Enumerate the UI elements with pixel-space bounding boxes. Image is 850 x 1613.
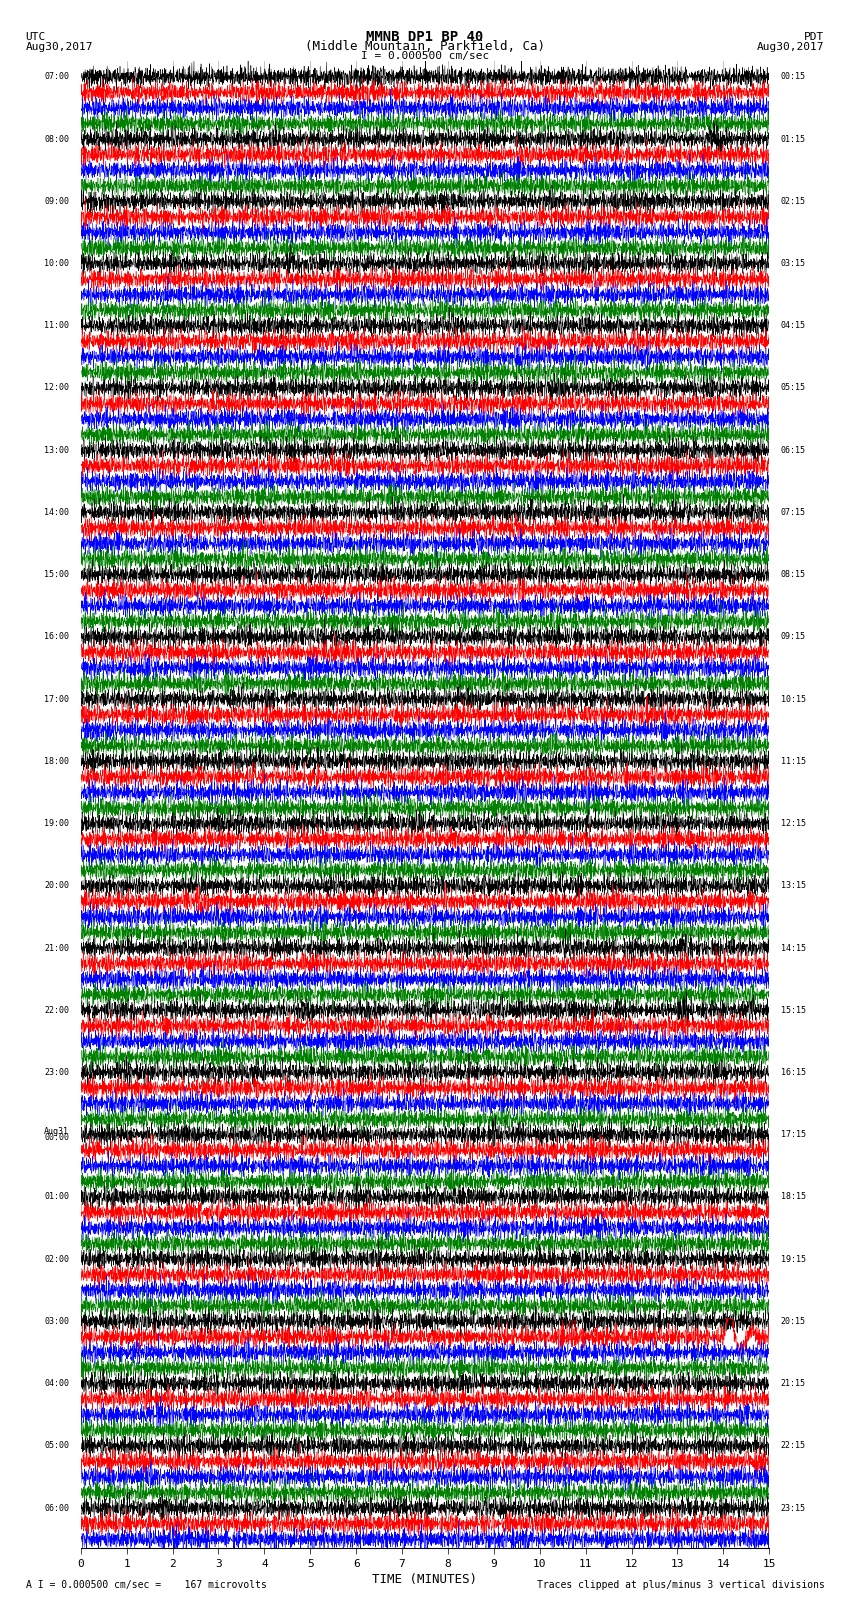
Text: A I = 0.000500 cm/sec =    167 microvolts: A I = 0.000500 cm/sec = 167 microvolts: [26, 1581, 266, 1590]
Text: 17:00: 17:00: [44, 695, 70, 703]
Text: 06:00: 06:00: [44, 1503, 70, 1513]
Text: Aug30,2017: Aug30,2017: [26, 42, 93, 52]
Text: MMNB DP1 BP 40: MMNB DP1 BP 40: [366, 31, 484, 44]
Text: 05:15: 05:15: [780, 384, 806, 392]
Text: PDT: PDT: [804, 32, 824, 42]
Text: 15:00: 15:00: [44, 569, 70, 579]
Text: 21:00: 21:00: [44, 944, 70, 953]
Text: 21:15: 21:15: [780, 1379, 806, 1389]
Text: 08:15: 08:15: [780, 569, 806, 579]
Text: 16:15: 16:15: [780, 1068, 806, 1077]
Text: 12:00: 12:00: [44, 384, 70, 392]
Text: 10:00: 10:00: [44, 260, 70, 268]
Text: 13:15: 13:15: [780, 881, 806, 890]
Text: (Middle Mountain, Parkfield, Ca): (Middle Mountain, Parkfield, Ca): [305, 40, 545, 53]
Text: 20:15: 20:15: [780, 1316, 806, 1326]
Text: 02:15: 02:15: [780, 197, 806, 206]
Text: 12:15: 12:15: [780, 819, 806, 827]
Text: 13:00: 13:00: [44, 445, 70, 455]
Text: 22:00: 22:00: [44, 1007, 70, 1015]
Text: 09:00: 09:00: [44, 197, 70, 206]
Text: 20:00: 20:00: [44, 881, 70, 890]
Text: 19:00: 19:00: [44, 819, 70, 827]
Text: I = 0.000500 cm/sec: I = 0.000500 cm/sec: [361, 50, 489, 61]
Text: 11:00: 11:00: [44, 321, 70, 331]
Text: 22:15: 22:15: [780, 1442, 806, 1450]
Text: 18:15: 18:15: [780, 1192, 806, 1202]
Text: 03:00: 03:00: [44, 1316, 70, 1326]
Text: 08:00: 08:00: [44, 134, 70, 144]
Text: 17:15: 17:15: [780, 1131, 806, 1139]
Text: 00:15: 00:15: [780, 73, 806, 81]
Text: Traces clipped at plus/minus 3 vertical divisions: Traces clipped at plus/minus 3 vertical …: [536, 1581, 824, 1590]
Text: 10:15: 10:15: [780, 695, 806, 703]
Text: 23:15: 23:15: [780, 1503, 806, 1513]
Text: 14:15: 14:15: [780, 944, 806, 953]
Text: 16:00: 16:00: [44, 632, 70, 642]
Text: Aug31: Aug31: [44, 1127, 70, 1137]
Text: 11:15: 11:15: [780, 756, 806, 766]
Text: 04:00: 04:00: [44, 1379, 70, 1389]
Text: 05:00: 05:00: [44, 1442, 70, 1450]
Text: 06:15: 06:15: [780, 445, 806, 455]
X-axis label: TIME (MINUTES): TIME (MINUTES): [372, 1573, 478, 1586]
Text: 04:15: 04:15: [780, 321, 806, 331]
Text: 00:00: 00:00: [44, 1132, 70, 1142]
Text: 14:00: 14:00: [44, 508, 70, 516]
Text: 18:00: 18:00: [44, 756, 70, 766]
Text: 23:00: 23:00: [44, 1068, 70, 1077]
Text: 07:00: 07:00: [44, 73, 70, 81]
Text: 09:15: 09:15: [780, 632, 806, 642]
Text: 01:15: 01:15: [780, 134, 806, 144]
Text: 01:00: 01:00: [44, 1192, 70, 1202]
Text: 02:00: 02:00: [44, 1255, 70, 1263]
Text: 07:15: 07:15: [780, 508, 806, 516]
Text: 03:15: 03:15: [780, 260, 806, 268]
Text: Aug30,2017: Aug30,2017: [757, 42, 824, 52]
Text: UTC: UTC: [26, 32, 46, 42]
Text: 19:15: 19:15: [780, 1255, 806, 1263]
Text: 15:15: 15:15: [780, 1007, 806, 1015]
